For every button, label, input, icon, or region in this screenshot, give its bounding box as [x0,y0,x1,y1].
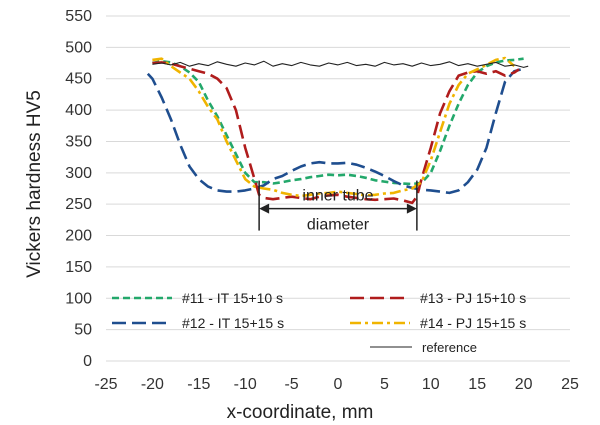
x-axis-title: x-coordinate, mm [227,402,374,423]
y-tick-label: 100 [65,290,92,307]
y-tick-label: 50 [74,322,92,339]
x-tick-label: -10 [234,376,257,393]
x-tick-label: -15 [187,376,210,393]
y-tick-label: 250 [65,196,92,213]
arrowhead-right [406,203,417,214]
y-axis-title: Vickers hardness HV5 [24,90,45,278]
grid-lines [106,15,570,362]
y-tick-label: 450 [65,71,92,88]
annotation-text-line-2: diameter [307,217,370,234]
y-tick-label: 0 [83,353,92,370]
legend-label-4: reference [422,340,477,355]
arrowhead-left [259,203,270,214]
y-tick-label: 200 [65,228,92,245]
series-lines [146,56,529,205]
x-tick-label: -20 [141,376,164,393]
legend-label-2: #13 - PJ 15+10 s [420,290,526,306]
legend: #11 - IT 15+10 s #12 - IT 15+15 s #13 - PJ… [112,290,526,355]
y-tick-label: 350 [65,133,92,150]
series-line-3 [152,56,516,198]
annotation-text-line-1: inner tube [302,188,373,205]
y-tick-label: 500 [65,39,92,56]
x-tick-label: -25 [94,376,117,393]
x-tick-label: 15 [468,376,486,393]
y-tick-label: 400 [65,102,92,119]
inner-tube-diameter-annotation: inner tube diameter [258,180,418,234]
x-tick-label: 0 [334,376,343,393]
y-tick-label: 550 [65,8,92,25]
legend-label-0: #11 - IT 15+10 s [182,290,283,306]
x-tick-label: 5 [380,376,389,393]
y-tick-label: 300 [65,165,92,182]
x-tick-labels: -25 -20 -15 -10 -5 0 5 10 15 20 25 [94,376,579,393]
x-tick-label: -5 [284,376,298,393]
y-tick-label: 150 [65,259,92,276]
series-line-4 [152,60,529,68]
y-tick-labels: 0 50 100 150 200 250 300 350 400 450 500 550 [65,8,92,370]
series-line-0 [152,57,524,186]
series-line-2 [152,61,520,205]
series-line-1 [146,67,524,195]
legend-label-3: #14 - PJ 15+15 s [420,315,526,331]
x-tick-label: 20 [515,376,533,393]
x-tick-label: 25 [561,376,579,393]
x-tick-label: 10 [422,376,440,393]
legend-label-1: #12 - IT 15+15 s [182,315,284,331]
